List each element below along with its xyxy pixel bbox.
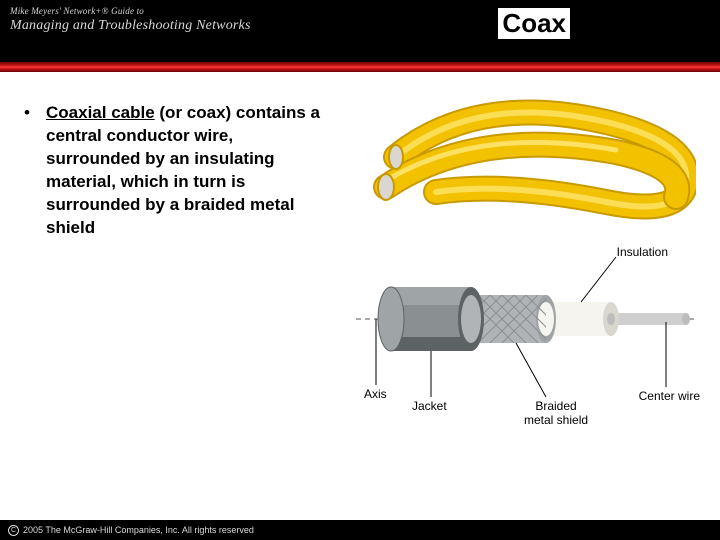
coax-figure: Insulation Axis Jacket Braided metal shi…	[356, 97, 696, 447]
bullet-rest: (or coax) contains a central conductor w…	[46, 103, 320, 237]
slide-header: Mike Meyers' Network+® Guide to Managing…	[0, 0, 720, 62]
copyright-icon: C	[8, 525, 19, 536]
bullet-block: • Coaxial cable (or coax) contains a cen…	[24, 102, 324, 240]
label-braided-l2: metal shield	[524, 413, 588, 427]
label-center-wire: Center wire	[639, 389, 700, 403]
brand-block: Mike Meyers' Network+® Guide to Managing…	[10, 6, 251, 34]
label-braided-l1: Braided	[535, 399, 576, 413]
bullet-term: Coaxial cable	[46, 103, 155, 122]
label-braided: Braided metal shield	[524, 399, 588, 427]
accent-bar	[0, 62, 720, 72]
footer-bar: C 2005 The McGraw-Hill Companies, Inc. A…	[0, 520, 720, 540]
yellow-cable	[378, 113, 686, 207]
brand-line1: Mike Meyers' Network+® Guide to	[10, 6, 251, 16]
slide-title: Coax	[498, 8, 570, 39]
content-area: • Coaxial cable (or coax) contains a cen…	[0, 72, 720, 240]
brand-line2: Managing and Troubleshooting Networks	[10, 18, 251, 34]
label-jacket: Jacket	[412, 399, 447, 413]
label-insulation: Insulation	[617, 245, 668, 259]
bullet-marker: •	[24, 102, 46, 240]
label-axis: Axis	[364, 387, 387, 401]
bullet-text: Coaxial cable (or coax) contains a centr…	[46, 102, 324, 240]
cable-cutaway	[378, 287, 690, 351]
footer-text: 2005 The McGraw-Hill Companies, Inc. All…	[23, 525, 254, 535]
